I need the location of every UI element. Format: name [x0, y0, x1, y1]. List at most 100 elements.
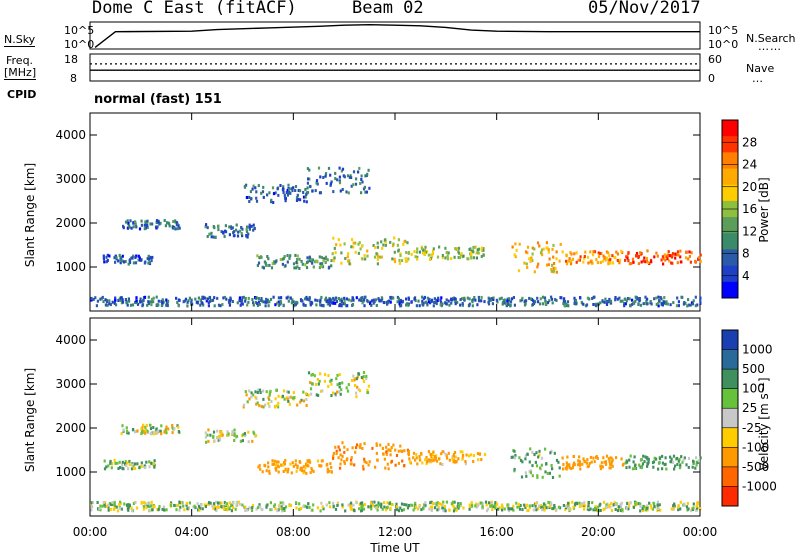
heatmap-cell-11	[219, 304, 222, 308]
heatmap-cell-8	[558, 259, 561, 263]
heatmap-cell-11	[407, 504, 410, 507]
heatmap-cell-3	[283, 193, 286, 197]
heatmap-cell-7	[431, 249, 435, 253]
heatmap-cell-7	[416, 255, 419, 259]
heatmap-cell-10	[669, 460, 672, 464]
heatmap-cell-11	[114, 296, 117, 300]
heatmap-cell-11	[592, 508, 595, 512]
heatmap-cell-7	[482, 253, 485, 257]
heatmap-cell-11	[244, 297, 247, 300]
heatmap-cell-11	[113, 506, 116, 510]
heatmap-cell-10	[656, 254, 659, 258]
heatmap-cell-11	[332, 296, 335, 300]
heatmap-cell-11	[276, 509, 279, 513]
heatmap-cell-6	[393, 257, 396, 261]
heatmap-cell-9	[577, 459, 580, 463]
heatmap-cell-5	[267, 461, 270, 465]
heatmap-cell-4	[338, 390, 341, 394]
heatmap-cell-11	[340, 297, 343, 301]
heatmap-cell-11	[553, 504, 556, 507]
heatmap-cell-5	[324, 255, 327, 259]
heatmap-cell-11	[228, 501, 231, 505]
heatmap-cell-1	[120, 432, 123, 436]
heatmap-cell-11	[364, 295, 367, 299]
heatmap-cell-7	[461, 450, 464, 454]
heatmap-cell-6	[403, 464, 406, 467]
heatmap-cell-6	[397, 249, 400, 253]
heatmap-cell-8	[554, 267, 557, 270]
heatmap-cell-11	[374, 504, 377, 508]
heatmap-cell-11	[650, 506, 653, 510]
heatmap-cell-4	[362, 380, 366, 383]
heatmap-cell-5	[294, 463, 297, 467]
heatmap-cell-10	[678, 457, 681, 461]
heatmap-cell-11	[282, 502, 285, 506]
heatmap-cell-8	[528, 460, 531, 464]
heatmap-cell-5	[295, 266, 298, 270]
heatmap-cell-7	[414, 458, 417, 462]
heatmap-cell-11	[507, 507, 510, 511]
heatmap-cell-11	[177, 503, 180, 507]
heatmap-cell-10	[664, 258, 667, 262]
heatmap-cell-0	[119, 259, 122, 263]
heatmap-cell-11	[148, 502, 151, 506]
heatmap-cell-8	[519, 458, 523, 462]
heatmap-cell-11	[225, 502, 229, 506]
heatmap-cell-1	[135, 225, 138, 229]
y-tick-label: 1000	[55, 260, 86, 274]
heatmap-cell-11	[605, 303, 609, 306]
heatmap-cell-1	[127, 221, 130, 225]
colorbar-swatch	[722, 486, 738, 507]
heatmap-cell-1	[163, 430, 166, 434]
heatmap-cell-11	[625, 507, 628, 510]
heatmap-cell-9	[611, 458, 614, 462]
heatmap-cell-11	[209, 501, 212, 505]
heatmap-cell-5	[320, 459, 323, 463]
heatmap-cell-11	[453, 500, 456, 504]
heatmap-cell-10	[685, 256, 688, 260]
heatmap-cell-7	[445, 456, 449, 460]
heatmap-cell-0	[143, 464, 146, 468]
heatmap-cell-11	[547, 500, 550, 504]
heatmap-cell-11	[343, 302, 346, 306]
heatmap-cell-7	[416, 247, 419, 251]
heatmap-cell-11	[432, 304, 435, 308]
heatmap-cell-6	[337, 238, 340, 242]
heatmap-cell-5	[268, 471, 271, 475]
heatmap-cell-5	[324, 261, 327, 264]
heatmap-cell-6	[357, 242, 360, 246]
heatmap-cell-11	[376, 505, 380, 508]
heatmap-cell-3	[293, 396, 296, 399]
heatmap-cell-11	[588, 297, 591, 301]
heatmap-cell-6	[361, 447, 364, 450]
heatmap-cell-11	[609, 505, 612, 509]
heatmap-cell-11	[430, 500, 433, 504]
heatmap-cell-11	[142, 505, 145, 508]
heatmap-cell-11	[397, 297, 400, 301]
heatmap-cell-11	[177, 298, 180, 302]
heatmap-cell-11	[484, 500, 488, 504]
heatmap-cell-2	[212, 235, 215, 239]
heatmap-cell-0	[153, 465, 156, 469]
heatmap-cell-9	[607, 258, 610, 262]
heatmap-cell-10	[652, 465, 655, 469]
heatmap-cell-11	[421, 295, 424, 299]
heatmap-cell-5	[261, 470, 264, 474]
heatmap-cell-0	[132, 464, 135, 468]
heatmap-cell-11	[426, 296, 429, 300]
heatmap-cell-0	[119, 466, 122, 469]
heatmap-cell-11	[193, 504, 196, 508]
heatmap-cell-11	[507, 509, 511, 513]
heatmap-cell-11	[436, 508, 439, 512]
heatmap-cell-11	[400, 303, 403, 307]
heatmap-cell-9	[607, 251, 610, 255]
heatmap-cell-7	[480, 255, 483, 258]
heatmap-cell-4	[307, 177, 310, 181]
heatmap-cell-11	[603, 507, 606, 511]
heatmap-cell-11	[279, 301, 283, 305]
heatmap-cell-11	[324, 296, 328, 300]
heatmap-cell-4	[311, 372, 314, 376]
heatmap-cell-0	[109, 461, 112, 465]
heatmap-cell-11	[420, 508, 423, 512]
heatmap-cell-8	[538, 244, 541, 248]
